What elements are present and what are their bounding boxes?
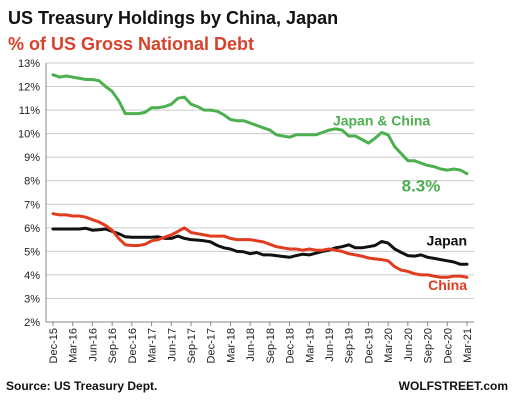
- series-line-china: [51, 212, 469, 279]
- source-note: Source: US Treasury Dept.: [6, 379, 157, 393]
- x-tick-label: Dec-17: [206, 328, 218, 363]
- x-tick-label: Dec-19: [363, 328, 375, 363]
- x-tick-label: Mar-20: [383, 328, 395, 363]
- end-value-label: 8.3%: [402, 176, 441, 195]
- y-tick-label: 5%: [24, 246, 40, 258]
- x-tick-label: Sep-19: [344, 328, 356, 363]
- series-line-japan-china: [51, 73, 469, 176]
- series-line-japan: [51, 226, 469, 266]
- y-tick-label: 10%: [18, 129, 40, 141]
- x-tick-label: Mar-16: [68, 328, 80, 363]
- y-tick-label: 6%: [24, 223, 40, 235]
- y-tick-label: 9%: [24, 152, 40, 164]
- x-tick-label: Jun-18: [245, 328, 257, 362]
- x-tick-label: Sep-18: [265, 328, 277, 363]
- y-tick-label: 3%: [24, 293, 40, 305]
- x-tick-label: Dec-20: [442, 328, 454, 363]
- chart-title: US Treasury Holdings by China, Japan: [8, 8, 338, 28]
- x-tick-label: Dec-15: [48, 328, 60, 363]
- x-tick-label: Jun-19: [324, 328, 336, 362]
- x-tick-label: Jun-20: [403, 328, 415, 362]
- y-tick-label: 8%: [24, 176, 40, 188]
- y-tick-label: 2%: [24, 317, 40, 329]
- x-tick-label: Sep-16: [107, 328, 119, 363]
- y-tick-label: 13%: [18, 58, 40, 70]
- x-tick-label: Mar-18: [225, 328, 237, 363]
- x-tick-label: Dec-16: [127, 328, 139, 363]
- y-tick-label: 7%: [24, 199, 40, 211]
- y-tick-label: 4%: [24, 270, 40, 282]
- x-tick-label: Jun-17: [166, 328, 178, 362]
- x-tick-label: Mar-19: [304, 328, 316, 363]
- x-tick-label: Sep-17: [186, 328, 198, 363]
- chart-subtitle: % of US Gross National Debt: [8, 34, 254, 54]
- series-labels: Japan & China 8.3% Japan China: [333, 112, 467, 293]
- series-label-china: China: [428, 277, 467, 293]
- x-tick-label: Sep-20: [423, 328, 435, 363]
- grid: [46, 62, 474, 323]
- series-label-japan: Japan: [427, 232, 467, 248]
- y-tick-label: 12%: [18, 82, 40, 94]
- x-tick-label: Jun-16: [87, 328, 99, 362]
- series-label-japan-china: Japan & China: [333, 112, 430, 128]
- x-tick-label: Mar-21: [462, 328, 474, 363]
- axes: 2% 3% 4% 5% 6% 7% 8% 9% 10% 11% 12% 13% Dec-15 Mar-16…: [18, 58, 474, 363]
- brand-label: WOLFSTREET.com: [399, 379, 508, 393]
- x-tick-label: Dec-18: [285, 328, 297, 363]
- series-group: [51, 73, 469, 279]
- x-tick-label: Mar-17: [147, 328, 159, 363]
- y-tick-label: 11%: [19, 105, 40, 117]
